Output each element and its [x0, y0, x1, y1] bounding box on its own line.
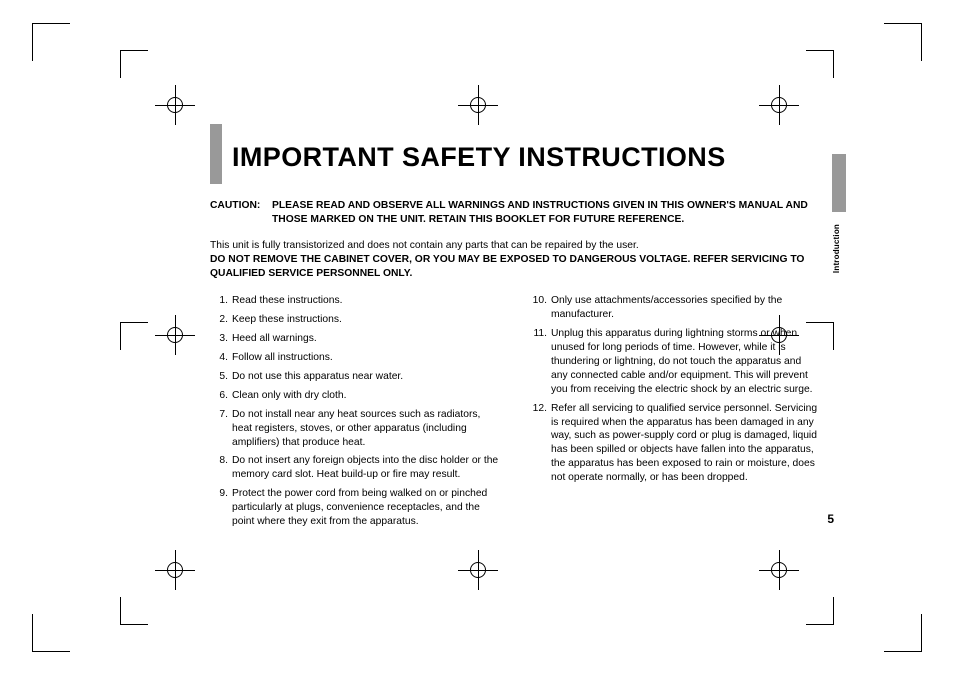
- frame-line: [806, 624, 834, 625]
- frame-line: [884, 23, 922, 24]
- instruction-columns: 1. Read these instructions. 2. Keep these i…: [210, 294, 820, 533]
- item-text: Unplug this apparatus during lightning s…: [551, 327, 820, 396]
- item-text: Clean only with dry cloth.: [232, 389, 501, 403]
- frame-line: [120, 50, 148, 51]
- frame-line: [921, 614, 922, 652]
- item-number: 10.: [529, 294, 547, 322]
- item-text: Protect the power cord from being walked…: [232, 487, 501, 529]
- frame-line: [884, 651, 922, 652]
- item-number: 3.: [210, 332, 228, 346]
- safety-item: 2. Keep these instructions.: [210, 313, 501, 327]
- caution-text: PLEASE READ AND OBSERVE ALL WARNINGS AND…: [272, 199, 820, 227]
- caution-block: CAUTION: PLEASE READ AND OBSERVE ALL WAR…: [210, 199, 820, 227]
- right-column: 10.Only use attachments/accessories spec…: [529, 294, 820, 533]
- frame-line: [120, 322, 121, 350]
- page-title: IMPORTANT SAFETY INSTRUCTIONS: [232, 142, 820, 173]
- frame-line: [120, 624, 148, 625]
- item-text: Follow all instructions.: [232, 351, 501, 365]
- safety-item: 8.Do not insert any foreign objects into…: [210, 454, 501, 482]
- frame-line: [32, 23, 70, 24]
- safety-item: 1. Read these instructions.: [210, 294, 501, 308]
- safety-list-right: 10.Only use attachments/accessories spec…: [529, 294, 820, 485]
- safety-item: 4. Follow all instructions.: [210, 351, 501, 365]
- section-tab: [832, 154, 846, 212]
- registration-mark-icon: [458, 85, 498, 125]
- intro-bold: DO NOT REMOVE THE CABINET COVER, OR YOU …: [210, 254, 804, 279]
- safety-list-left: 1. Read these instructions. 2. Keep these i…: [210, 294, 501, 528]
- frame-line: [833, 597, 834, 625]
- item-number: 1.: [210, 294, 228, 308]
- registration-mark-icon: [155, 315, 195, 355]
- page-number: 5: [827, 512, 834, 526]
- frame-line: [921, 23, 922, 61]
- safety-item: 10.Only use attachments/accessories spec…: [529, 294, 820, 322]
- item-number: 5.: [210, 370, 228, 384]
- caution-label: CAUTION:: [210, 199, 272, 227]
- registration-mark-icon: [759, 85, 799, 125]
- intro-plain: This unit is fully transistorized and do…: [210, 240, 639, 251]
- left-column: 1. Read these instructions. 2. Keep these i…: [210, 294, 501, 533]
- item-text: Do not install near any heat sources suc…: [232, 408, 501, 450]
- item-text: Do not insert any foreign objects into t…: [232, 454, 501, 482]
- safety-item: 7.Do not install near any heat sources s…: [210, 408, 501, 450]
- item-number: 6.: [210, 389, 228, 403]
- item-text: Keep these instructions.: [232, 313, 501, 327]
- frame-line: [833, 50, 834, 78]
- safety-item: 6. Clean only with dry cloth.: [210, 389, 501, 403]
- registration-mark-icon: [458, 550, 498, 590]
- intro-paragraph: This unit is fully transistorized and do…: [210, 239, 820, 281]
- frame-line: [806, 50, 834, 51]
- item-number: 2.: [210, 313, 228, 327]
- item-number: 12.: [529, 402, 547, 485]
- item-number: 9.: [210, 487, 228, 529]
- item-text: Do not use this apparatus near water.: [232, 370, 501, 384]
- frame-line: [32, 651, 70, 652]
- registration-mark-icon: [759, 550, 799, 590]
- manual-page: IMPORTANT SAFETY INSTRUCTIONS CAUTION: P…: [0, 0, 954, 675]
- frame-line: [833, 322, 834, 350]
- frame-line: [120, 50, 121, 78]
- safety-item: 11.Unplug this apparatus during lightnin…: [529, 327, 820, 396]
- safety-item: 5. Do not use this apparatus near water.: [210, 370, 501, 384]
- frame-line: [120, 597, 121, 625]
- frame-line: [120, 322, 148, 323]
- frame-line: [32, 614, 33, 652]
- item-text: Only use attachments/accessories specifi…: [551, 294, 820, 322]
- item-text: Heed all warnings.: [232, 332, 501, 346]
- item-number: 8.: [210, 454, 228, 482]
- item-number: 11.: [529, 327, 547, 396]
- registration-mark-icon: [155, 550, 195, 590]
- item-number: 4.: [210, 351, 228, 365]
- item-text: Read these instructions.: [232, 294, 501, 308]
- content-area: IMPORTANT SAFETY INSTRUCTIONS CAUTION: P…: [210, 138, 820, 534]
- registration-mark-icon: [155, 85, 195, 125]
- safety-item: 12.Refer all servicing to qualified serv…: [529, 402, 820, 485]
- item-text: Refer all servicing to qualified service…: [551, 402, 820, 485]
- section-label: Introduction: [832, 224, 841, 273]
- safety-item: 9.Protect the power cord from being walk…: [210, 487, 501, 529]
- item-number: 7.: [210, 408, 228, 450]
- safety-item: 3. Heed all warnings.: [210, 332, 501, 346]
- frame-line: [32, 23, 33, 61]
